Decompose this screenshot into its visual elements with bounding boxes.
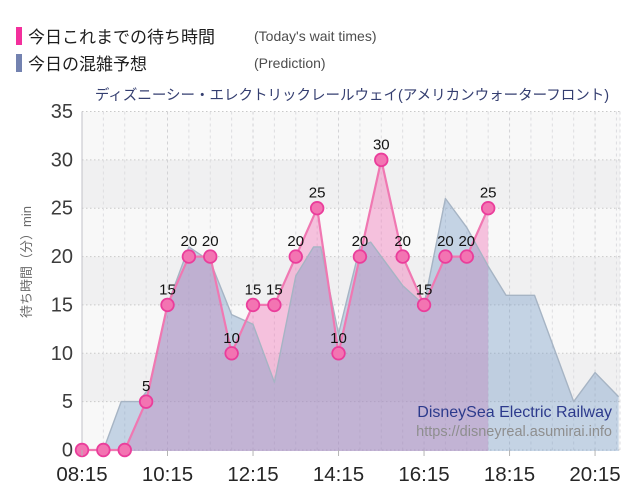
data-point-marker (245, 297, 261, 313)
data-point-marker (438, 249, 453, 264)
data-point-label: 10 (330, 330, 347, 347)
x-tick-label: 08:15 (56, 463, 107, 486)
data-point-label: 15 (159, 281, 176, 298)
plot-band (82, 208, 620, 257)
legend-label-today: 今日これまでの待ち時間 (28, 28, 215, 47)
today-series-swatch (16, 26, 22, 45)
data-point-label: 30 (373, 136, 390, 153)
data-point-marker (117, 442, 132, 458)
prediction-area (82, 198, 619, 451)
data-point-label: 20 (437, 233, 454, 250)
data-point-marker (331, 346, 346, 361)
data-point-label: 10 (223, 330, 240, 347)
data-point-marker (203, 249, 218, 264)
y-tick-label: 20 (51, 246, 73, 268)
chart-title: ディズニーシー・エレクトリックレールウェイ(アメリカンウォーターフロント) (94, 88, 610, 104)
data-point-marker (395, 249, 410, 264)
data-point-marker (374, 152, 389, 168)
data-point-marker (267, 297, 282, 313)
data-point-label: 20 (181, 233, 198, 250)
watermark: DisneySea Electric Railway https://disne… (416, 402, 612, 442)
plot-band (82, 304, 620, 354)
x-tick-label: 18:15 (484, 463, 535, 486)
plot-band (82, 159, 620, 209)
y-tick-label: 5 (62, 391, 73, 413)
y-tick-label: 0 (62, 440, 73, 462)
y-tick-label: 10 (51, 343, 73, 365)
watermark-url: https://disneyreal.asumirai.info (416, 424, 612, 441)
data-point-label: 15 (245, 281, 262, 298)
data-point-label: 20 (458, 233, 475, 250)
plot-band (82, 111, 620, 160)
y-tick-label: 35 (51, 101, 73, 123)
watermark-title: DisneySea Electric Railway (417, 404, 612, 421)
y-tick-label: 30 (51, 149, 73, 171)
x-tick-label: 14:15 (313, 463, 364, 486)
data-point-marker (309, 201, 325, 216)
legend: 今日これまでの待ち時間 (Today's wait times) 今日の混雑予想… (16, 22, 376, 76)
data-point-label: 5 (142, 378, 150, 395)
y-tick-label: 15 (51, 294, 73, 316)
data-point-marker (416, 297, 432, 313)
data-point-marker (181, 249, 197, 264)
legend-note-today: (Today's wait times) (254, 27, 377, 44)
prediction-series-swatch (16, 53, 22, 72)
x-tick-label: 16:15 (398, 463, 449, 486)
plot-band (82, 401, 620, 450)
today-area (82, 159, 489, 451)
legend-note-prediction: (Prediction) (254, 54, 326, 71)
data-point-label: 15 (266, 281, 283, 298)
data-point-label: 25 (480, 185, 497, 202)
y-tick-label: 25 (51, 198, 73, 220)
data-point-marker (459, 249, 474, 264)
data-point-label: 20 (287, 233, 304, 250)
data-point-marker (352, 249, 368, 264)
legend-label-prediction: 今日の混雑予想 (28, 55, 147, 74)
data-point-label: 15 (416, 281, 433, 298)
data-point-label: 20 (394, 233, 411, 250)
plot-band (82, 353, 620, 402)
data-point-label: 20 (352, 233, 369, 250)
today-line (82, 158, 490, 452)
data-point-marker (224, 346, 239, 361)
legend-item-today: 今日これまでの待ち時間 (Today's wait times) (16, 22, 376, 49)
data-point-marker (480, 201, 496, 216)
data-point-label: 20 (202, 233, 219, 250)
data-point-marker (138, 394, 154, 409)
data-point-label: 25 (309, 185, 326, 202)
data-point-marker (288, 249, 303, 264)
data-point-marker (96, 442, 111, 458)
data-point-marker (160, 297, 175, 313)
x-tick-label: 10:15 (142, 463, 193, 486)
legend-item-prediction: 今日の混雑予想 (Prediction) (16, 49, 376, 76)
x-tick-label: 12:15 (227, 463, 278, 486)
y-axis-title: 待ち時間（分）min (19, 206, 34, 318)
x-tick-label: 20:15 (569, 463, 620, 486)
